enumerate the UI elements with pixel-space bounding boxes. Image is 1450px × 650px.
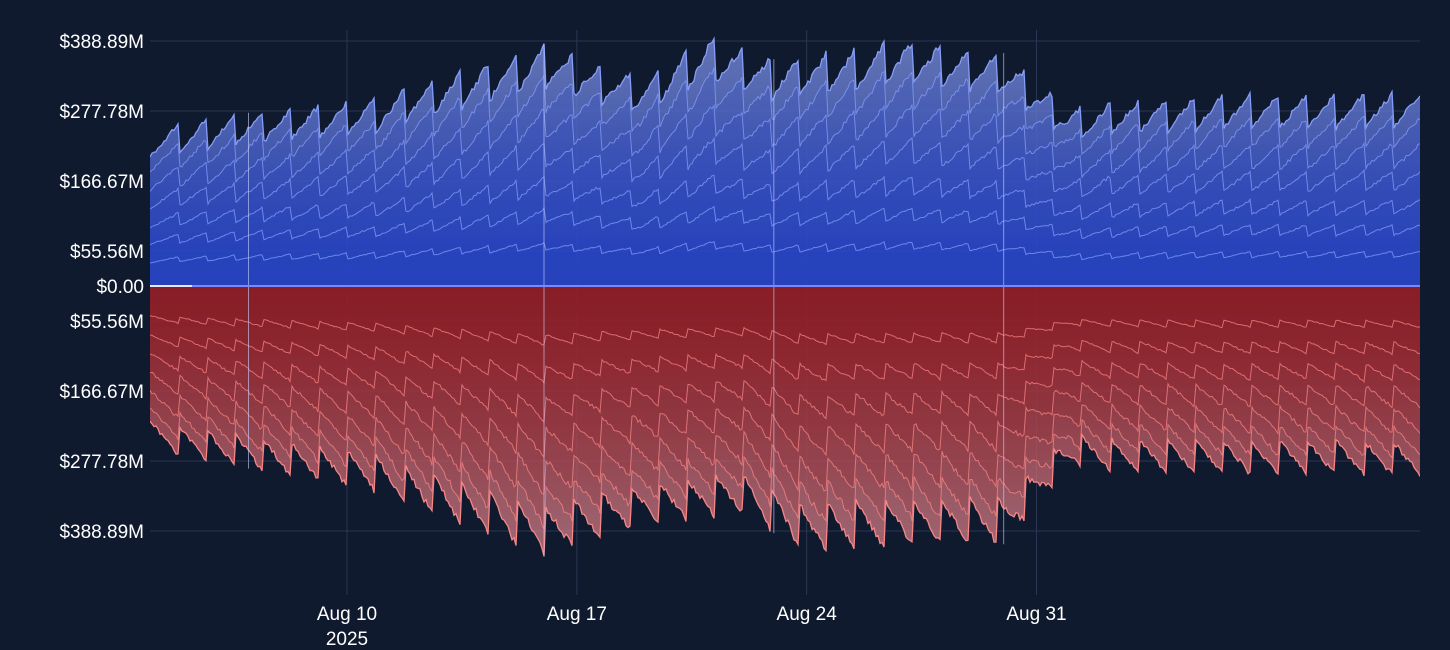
y-tick-label: $388.89M [59,32,144,53]
positive-series-line [150,67,1420,173]
negative-band-fill [150,286,1420,457]
y-axis: $388.89M $277.78M $166.67M $55.56M $0.00 $55.… [59,32,144,543]
negative-band-fill [150,286,1420,383]
x-tick-label: Aug 17 [547,604,607,625]
negative-series-line [150,407,1420,530]
negative-band-fill [150,286,1420,422]
positive-series-line [150,136,1420,210]
negative-series-line [150,315,1420,346]
positive-series-line [150,104,1420,192]
positive-series-line [150,36,1420,158]
plot-area [150,36,1420,557]
positive-series-line [150,240,1420,264]
y-tick-label: $55.56M [70,242,144,263]
negative-series-line [150,420,1420,557]
y-tick-label: $55.56M [70,312,144,333]
negative-series-line [150,353,1420,424]
y-tick-label: $0.00 [96,277,144,298]
y-tick-label: $166.67M [59,172,144,193]
x-tick-label: Aug 10 [317,604,377,625]
negative-band-fill [150,286,1420,494]
x-tick-sublabel: 2025 [326,629,368,650]
y-tick-label: $277.78M [59,452,144,473]
y-tick-label: $166.67M [59,382,144,403]
positive-band-fill [150,241,1420,286]
negative-band-fill [150,286,1420,345]
x-tick-label: Aug 24 [777,604,838,625]
x-tick-label: Aug 31 [1006,604,1066,625]
negative-band-fill [150,286,1420,529]
positive-band-fill [150,104,1420,286]
positive-series-line [150,205,1420,246]
y-tick-label: $277.78M [59,102,144,123]
negative-series-line [150,389,1420,495]
positive-band-fill [150,175,1420,286]
y-tick-label: $388.89M [59,522,144,543]
negative-series-line [150,334,1420,385]
positive-series-line [150,174,1420,229]
x-axis: Aug 10 2025 Aug 17 Aug 24 Aug 31 [317,604,1067,650]
negative-series-line [150,371,1420,458]
negative-area-fill [150,286,1420,556]
